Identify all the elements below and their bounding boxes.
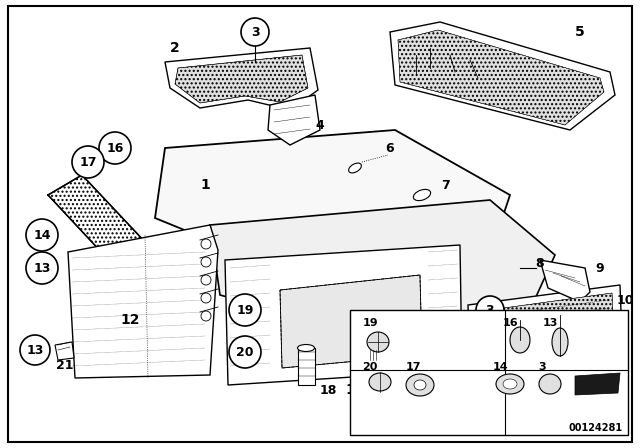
Text: 1: 1	[200, 178, 210, 192]
Text: 5: 5	[575, 25, 585, 39]
Circle shape	[201, 311, 211, 321]
Circle shape	[99, 132, 131, 164]
Text: 6: 6	[386, 142, 394, 155]
Ellipse shape	[539, 374, 561, 394]
Polygon shape	[175, 55, 308, 103]
Circle shape	[229, 294, 261, 326]
Ellipse shape	[510, 327, 530, 353]
Ellipse shape	[496, 374, 524, 394]
Ellipse shape	[349, 163, 362, 173]
Text: 20: 20	[362, 362, 378, 372]
Circle shape	[20, 335, 50, 365]
Text: 13: 13	[33, 262, 51, 275]
Text: 8: 8	[536, 257, 544, 270]
Circle shape	[241, 18, 269, 46]
Ellipse shape	[414, 380, 426, 390]
Text: 3: 3	[486, 303, 494, 316]
Polygon shape	[475, 293, 614, 352]
Text: 13: 13	[542, 318, 557, 328]
Text: 16: 16	[502, 318, 518, 328]
Ellipse shape	[369, 373, 391, 391]
Text: 17: 17	[405, 362, 420, 372]
Polygon shape	[280, 275, 422, 368]
Bar	[350, 310, 628, 435]
Circle shape	[476, 296, 504, 324]
Circle shape	[26, 219, 58, 251]
Text: 20: 20	[236, 345, 253, 358]
Text: 3: 3	[251, 26, 259, 39]
Text: 00124281: 00124281	[569, 423, 623, 433]
Ellipse shape	[503, 379, 517, 389]
Ellipse shape	[298, 345, 314, 352]
Text: 17: 17	[79, 155, 97, 168]
Polygon shape	[68, 225, 218, 378]
Circle shape	[201, 293, 211, 303]
Text: 10: 10	[616, 293, 634, 306]
Text: 2: 2	[170, 41, 180, 55]
Ellipse shape	[406, 374, 434, 396]
Circle shape	[201, 239, 211, 249]
Text: 21: 21	[56, 358, 74, 371]
Text: 13: 13	[26, 344, 44, 357]
Text: 4: 4	[316, 119, 324, 132]
Text: 14: 14	[33, 228, 51, 241]
Polygon shape	[155, 130, 510, 265]
Circle shape	[229, 336, 261, 368]
Circle shape	[26, 252, 58, 284]
Text: 19: 19	[236, 303, 253, 316]
Polygon shape	[468, 285, 622, 358]
Polygon shape	[225, 245, 462, 385]
Text: 3: 3	[538, 362, 546, 372]
Text: 14: 14	[492, 362, 508, 372]
Ellipse shape	[413, 190, 431, 201]
Polygon shape	[165, 48, 318, 110]
Text: 9: 9	[596, 262, 604, 275]
Polygon shape	[55, 342, 74, 360]
Polygon shape	[390, 22, 615, 130]
Polygon shape	[398, 30, 604, 125]
Polygon shape	[575, 373, 620, 395]
Text: 11: 11	[345, 383, 365, 397]
Polygon shape	[298, 348, 315, 385]
Text: 7: 7	[440, 178, 449, 191]
Ellipse shape	[552, 328, 568, 356]
Text: 12: 12	[120, 313, 140, 327]
Polygon shape	[210, 200, 555, 340]
Polygon shape	[48, 175, 195, 315]
Text: 16: 16	[106, 142, 124, 155]
Circle shape	[201, 275, 211, 285]
Polygon shape	[268, 95, 320, 145]
Circle shape	[201, 257, 211, 267]
Text: 18: 18	[319, 383, 337, 396]
Ellipse shape	[367, 332, 389, 352]
Polygon shape	[540, 260, 590, 302]
Circle shape	[72, 146, 104, 178]
Text: 19: 19	[362, 318, 378, 328]
